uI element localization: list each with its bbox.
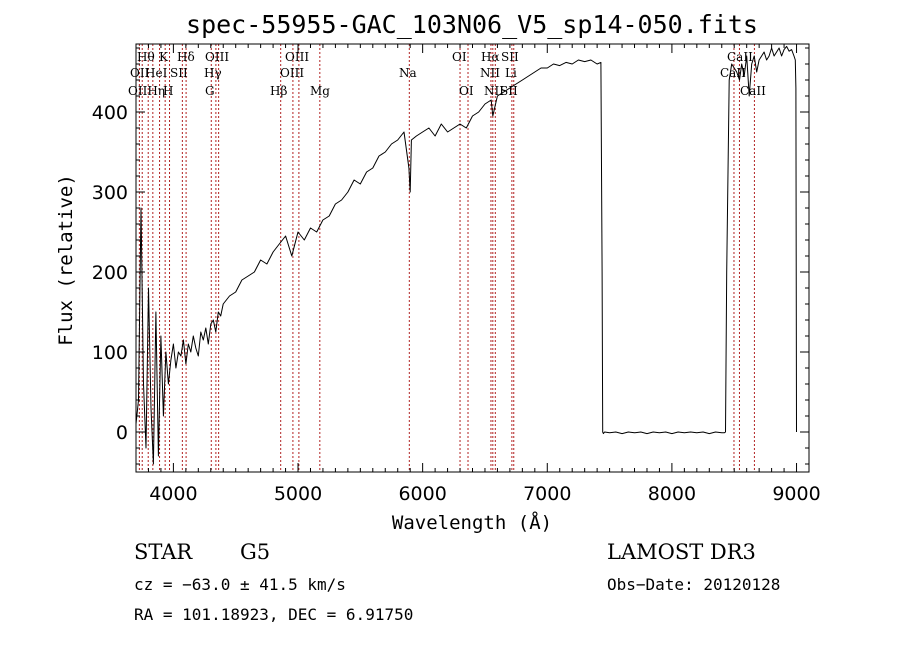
line-label-na: Na	[399, 66, 417, 80]
line-label-oi-2: OI	[459, 84, 474, 98]
line-label-hei: HeI	[145, 66, 168, 80]
line-label-mg: Mg	[310, 84, 330, 98]
x-axis: 4000 5000 6000 7000 8000 9000	[147, 44, 821, 505]
line-label-sii-3: SII	[500, 84, 518, 98]
line-label-nii-2: NII	[484, 84, 504, 98]
line-label-caii-2: CaII	[740, 84, 766, 98]
line-label-cah: CaII	[727, 50, 753, 64]
x-tick-label: 7000	[523, 483, 571, 505]
line-label-hdelta: Hδ	[177, 50, 195, 64]
object-class: STAR	[134, 540, 193, 564]
line-label-oii: OII	[130, 66, 150, 80]
line-label-sii: SII	[170, 66, 188, 80]
line-label-oiii-1: OIII	[205, 50, 229, 64]
line-label-oiii-2: OIII	[285, 50, 309, 64]
line-label-li: Li	[505, 66, 517, 80]
redshift-velocity: cz = −63.0 ± 41.5 km/s	[134, 575, 346, 594]
y-tick-label: 0	[116, 422, 128, 444]
line-label-nii: NII	[480, 66, 500, 80]
x-axis-label: Wavelength (Å)	[392, 511, 552, 534]
y-tick-label: 100	[92, 342, 128, 364]
x-tick-label: 8000	[648, 483, 696, 505]
line-label-h: H	[163, 84, 173, 98]
x-tick-label: 6000	[398, 483, 446, 505]
y-tick-label: 400	[92, 102, 128, 124]
line-label-oii-heta: OIIHη	[128, 84, 165, 98]
line-label-halpha: Hα	[481, 50, 500, 64]
y-axis-label: Flux (relative)	[55, 174, 77, 346]
spectral-lines	[138, 44, 755, 472]
line-label-caii-1: CaII	[720, 66, 746, 80]
y-tick-label: 200	[92, 262, 128, 284]
chart-title: spec-55955-GAC_103N06_V5_sp14-050.fits	[186, 10, 758, 39]
line-labels: Hθ K Hδ OIII OIII OI Hα SII CaII OII HeI…	[128, 50, 766, 98]
coordinates: RA = 101.18923, DEC = 6.91750	[134, 605, 413, 624]
line-label-hgamma: Hγ	[204, 66, 222, 80]
line-label-htheta: Hθ	[137, 50, 155, 64]
line-label-g: G	[205, 84, 215, 98]
object-subclass: G5	[240, 540, 270, 564]
x-tick-label: 9000	[772, 483, 820, 505]
line-label-sii-2: SII	[501, 50, 519, 64]
y-axis: 0 100 200 300 400	[92, 47, 809, 465]
spectrum-series	[135, 45, 797, 465]
plot-frame	[135, 43, 810, 473]
survey-label: LAMOST DR3	[607, 540, 756, 564]
y-tick-label: 300	[92, 182, 128, 204]
line-label-hbeta: Hβ	[270, 84, 287, 98]
line-label-oi-1: OI	[452, 50, 467, 64]
spectrum-line	[135, 45, 797, 465]
line-label-oiii-3: OIII	[280, 66, 304, 80]
x-tick-label: 4000	[149, 483, 197, 505]
line-label-k: K	[159, 50, 169, 64]
x-tick-label: 5000	[274, 483, 322, 505]
observation-date: Obs−Date: 20120128	[607, 575, 780, 594]
